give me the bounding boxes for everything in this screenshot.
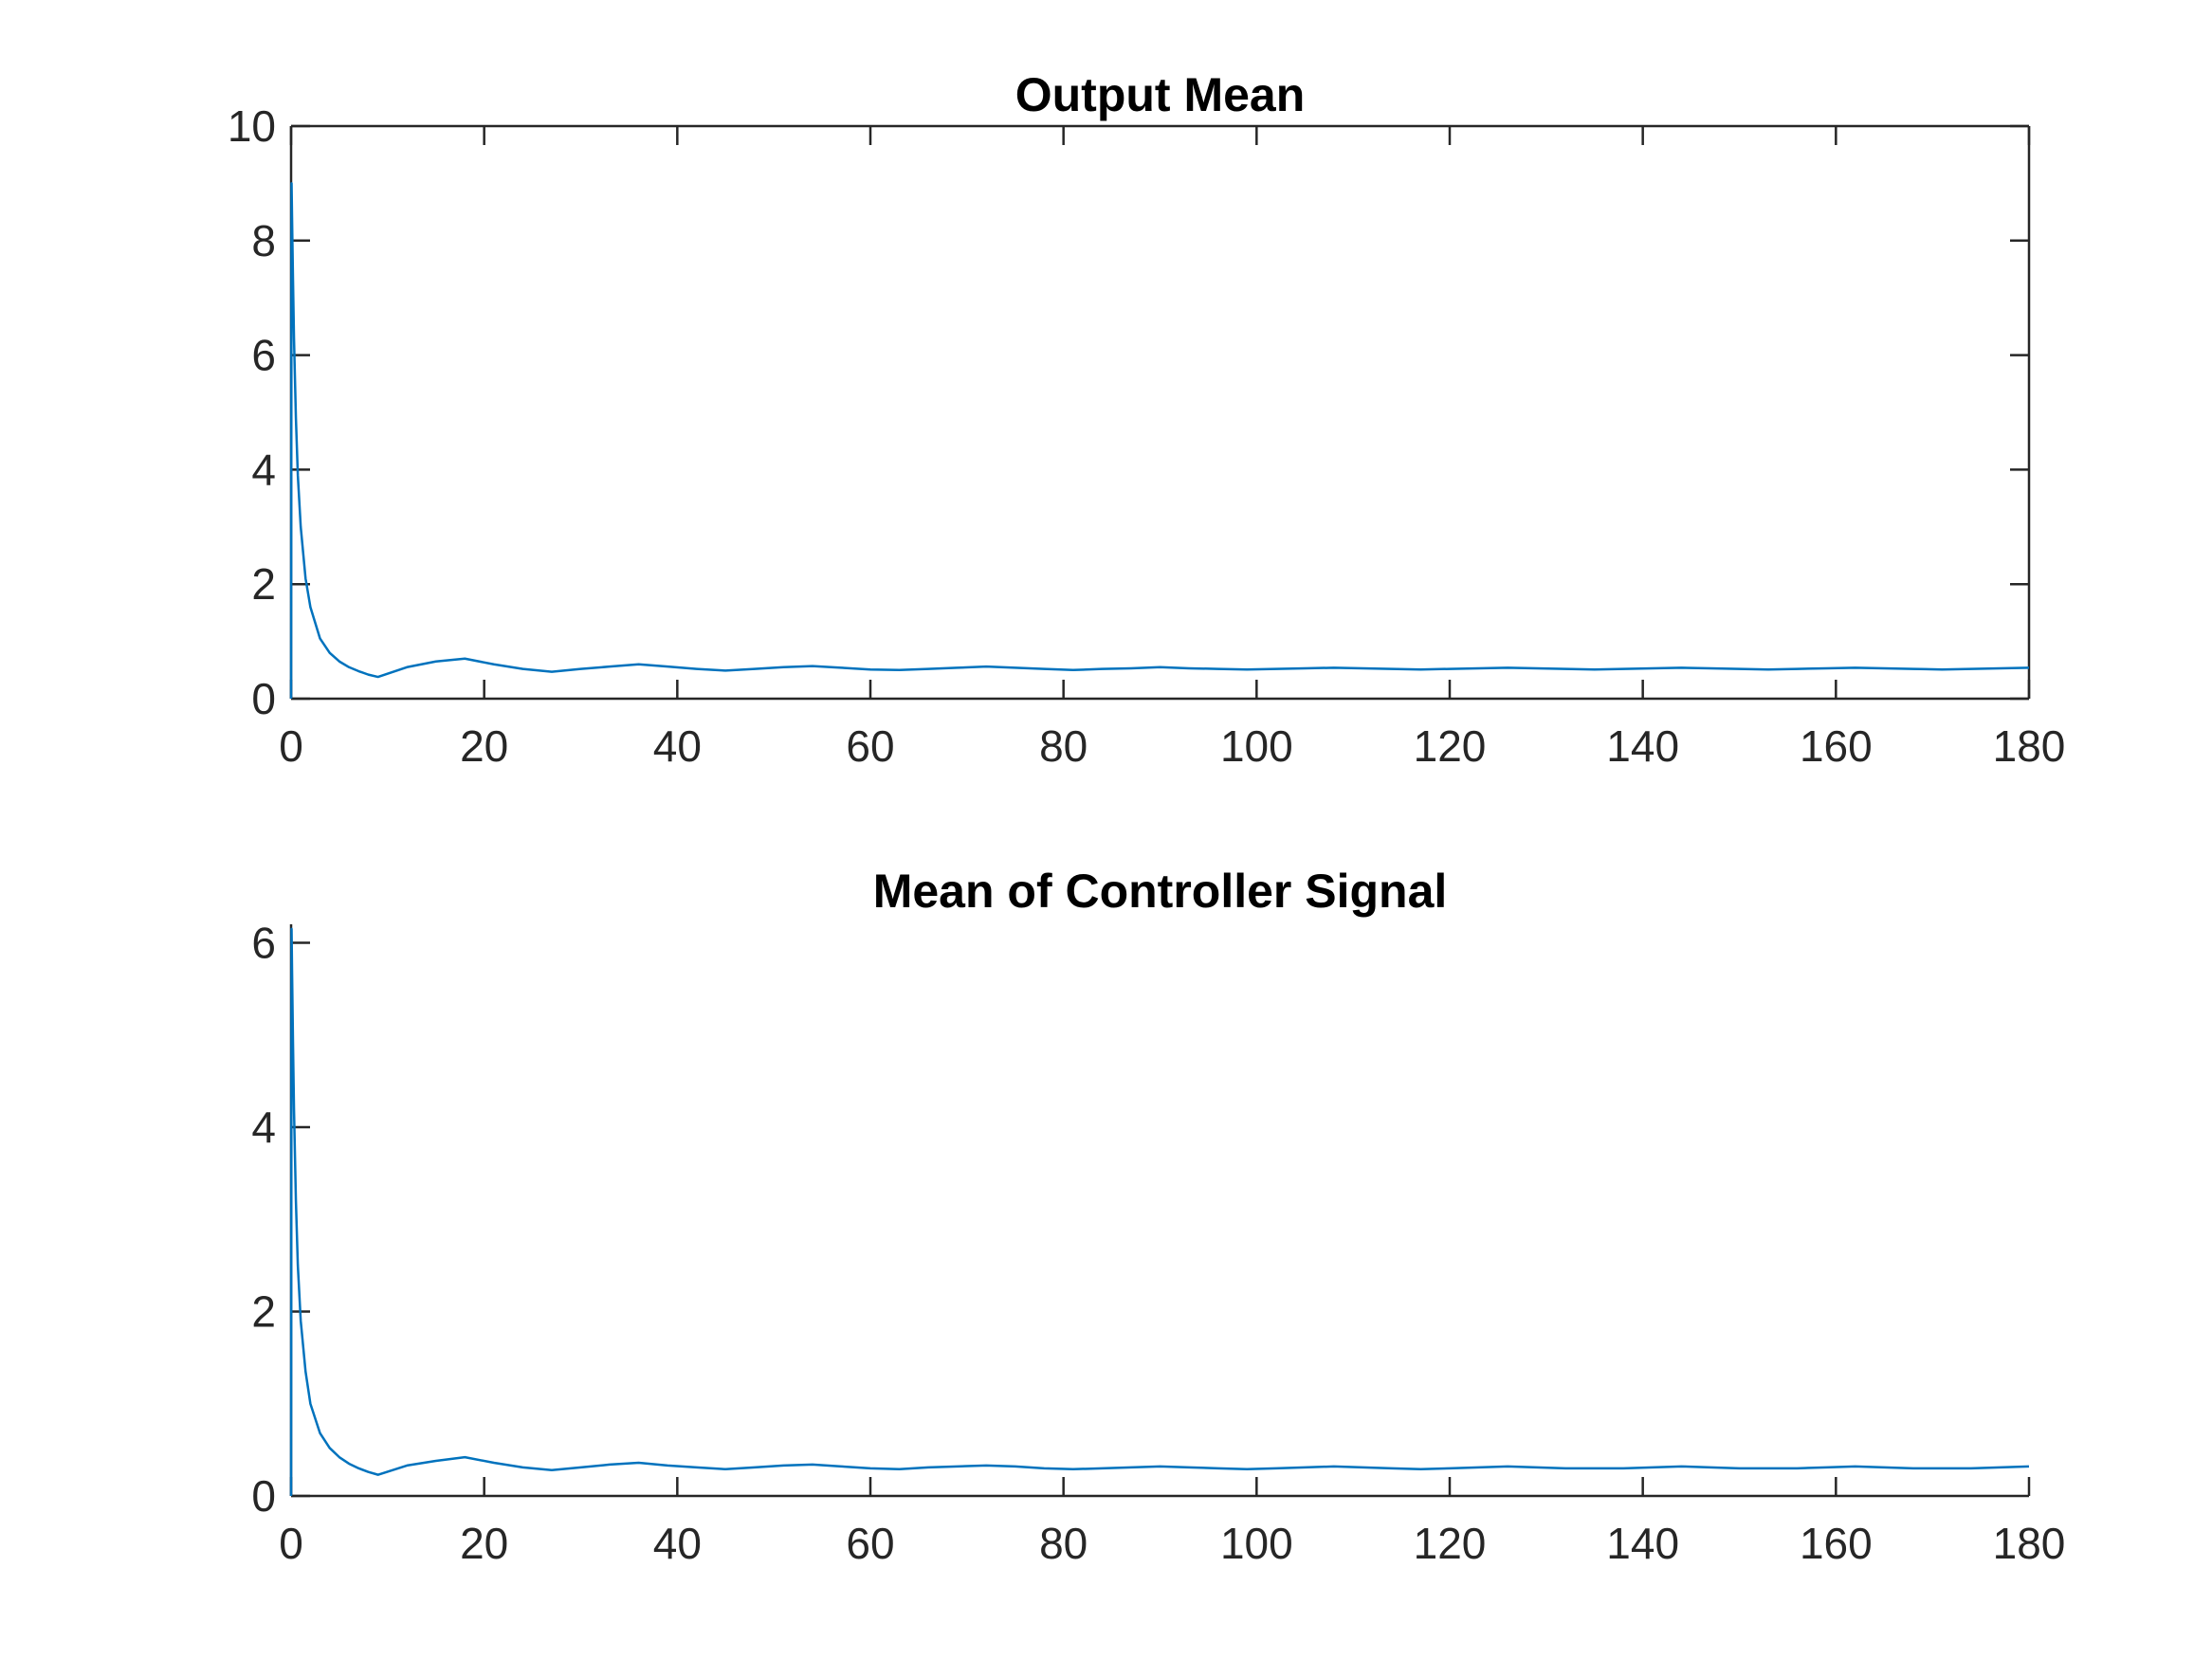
x-tick-label: 80 <box>1039 721 1088 771</box>
x-tick-label: 160 <box>1800 1519 1873 1568</box>
x-tick-label: 80 <box>1039 1519 1088 1568</box>
x-tick-label: 20 <box>460 1519 508 1568</box>
x-tick-label: 100 <box>1220 721 1293 771</box>
x-tick-label: 0 <box>279 721 303 771</box>
x-tick-label: 140 <box>1606 721 1679 771</box>
y-tick-label: 4 <box>251 1103 276 1152</box>
plot-area <box>291 126 2029 699</box>
y-tick-label: 4 <box>251 445 276 494</box>
x-tick-label: 180 <box>1993 1519 2066 1568</box>
y-tick-label: 0 <box>251 1471 276 1521</box>
y-tick-label: 6 <box>251 918 276 967</box>
x-tick-label: 160 <box>1800 721 1873 771</box>
x-tick-label: 0 <box>279 1519 303 1568</box>
chart-output-mean: 0 20 40 60 80 100 120 140 160 180 0 2 4 6 8 10 Output Me… <box>228 68 2066 771</box>
x-tick-label: 40 <box>653 721 702 771</box>
series-line <box>289 182 2030 700</box>
x-tick-label: 60 <box>846 1519 894 1568</box>
x-tick-label: 60 <box>846 721 894 771</box>
x-tick-label: 180 <box>1993 721 2066 771</box>
x-tick-label: 140 <box>1606 1519 1679 1568</box>
y-tick-label: 6 <box>251 331 276 380</box>
x-tick-label: 120 <box>1414 721 1487 771</box>
y-tick-label: 0 <box>251 674 276 723</box>
series-line <box>289 927 2030 1497</box>
x-tick-label: 20 <box>460 721 508 771</box>
y-tick-label: 2 <box>251 559 276 609</box>
chart-mean-of-controller-signal: 0 20 40 60 80 100 120 140 160 180 0 2 4 6 Mean of Cont… <box>251 865 2065 1568</box>
chart-title: Output Mean <box>1015 68 1306 121</box>
chart-title: Mean of Controller Signal <box>873 865 1448 918</box>
y-tick-label: 8 <box>251 216 276 265</box>
x-tick-label: 120 <box>1414 1519 1487 1568</box>
x-tick-label: 40 <box>653 1519 702 1568</box>
y-tick-label: 10 <box>228 101 276 151</box>
y-tick-label: 2 <box>251 1286 276 1336</box>
x-tick-label: 100 <box>1220 1519 1293 1568</box>
plot-area <box>291 924 2029 1496</box>
